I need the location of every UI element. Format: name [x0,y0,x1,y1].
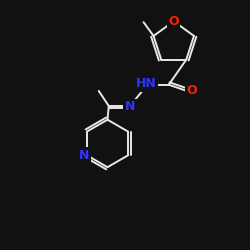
Text: N: N [125,100,135,113]
Text: O: O [168,15,179,28]
Text: O: O [186,84,196,98]
Text: HN: HN [136,78,156,90]
Text: N: N [79,149,90,162]
